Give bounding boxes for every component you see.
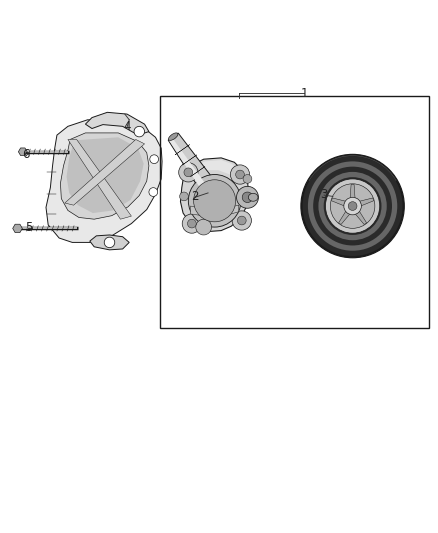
Circle shape	[330, 184, 375, 228]
Polygon shape	[169, 138, 205, 188]
Circle shape	[184, 168, 193, 177]
Circle shape	[318, 172, 387, 240]
Polygon shape	[185, 160, 240, 175]
Polygon shape	[359, 198, 374, 206]
Polygon shape	[175, 144, 190, 155]
Polygon shape	[350, 184, 355, 198]
Circle shape	[179, 163, 198, 182]
Circle shape	[182, 214, 201, 233]
Circle shape	[194, 180, 236, 222]
Polygon shape	[191, 166, 205, 177]
Circle shape	[303, 156, 403, 256]
Circle shape	[308, 161, 397, 251]
Circle shape	[301, 155, 404, 258]
Circle shape	[150, 155, 159, 164]
Circle shape	[344, 197, 361, 215]
Polygon shape	[182, 155, 197, 165]
Polygon shape	[85, 112, 149, 135]
Circle shape	[230, 165, 250, 184]
Text: 2: 2	[191, 190, 199, 203]
Polygon shape	[168, 133, 213, 188]
Circle shape	[325, 179, 380, 233]
Text: 3: 3	[321, 188, 328, 201]
Circle shape	[188, 174, 241, 227]
Circle shape	[313, 167, 392, 246]
Text: 6: 6	[22, 148, 30, 161]
Polygon shape	[191, 205, 239, 216]
Polygon shape	[90, 235, 129, 250]
Polygon shape	[18, 148, 27, 156]
Circle shape	[196, 219, 212, 235]
Polygon shape	[68, 140, 131, 219]
Circle shape	[232, 211, 251, 230]
Polygon shape	[180, 158, 249, 231]
Circle shape	[237, 216, 246, 225]
Text: 4: 4	[123, 120, 131, 133]
Polygon shape	[60, 133, 149, 219]
Circle shape	[237, 187, 258, 208]
Circle shape	[348, 201, 357, 211]
Circle shape	[242, 192, 253, 203]
Circle shape	[134, 126, 145, 137]
Circle shape	[329, 182, 376, 230]
Polygon shape	[13, 224, 22, 232]
Circle shape	[149, 188, 158, 197]
Circle shape	[187, 219, 196, 228]
Circle shape	[104, 237, 115, 248]
Ellipse shape	[248, 193, 258, 201]
Polygon shape	[67, 138, 144, 213]
Circle shape	[334, 188, 371, 224]
Polygon shape	[332, 198, 346, 206]
Polygon shape	[46, 120, 162, 243]
Text: 5: 5	[25, 221, 32, 233]
Polygon shape	[339, 211, 350, 224]
Ellipse shape	[169, 133, 178, 140]
Polygon shape	[355, 211, 367, 224]
Text: 1: 1	[300, 87, 308, 100]
Circle shape	[243, 174, 252, 183]
Polygon shape	[65, 140, 145, 205]
Circle shape	[180, 192, 188, 201]
Circle shape	[324, 177, 381, 235]
Circle shape	[236, 170, 244, 179]
Bar	[160, 96, 429, 328]
